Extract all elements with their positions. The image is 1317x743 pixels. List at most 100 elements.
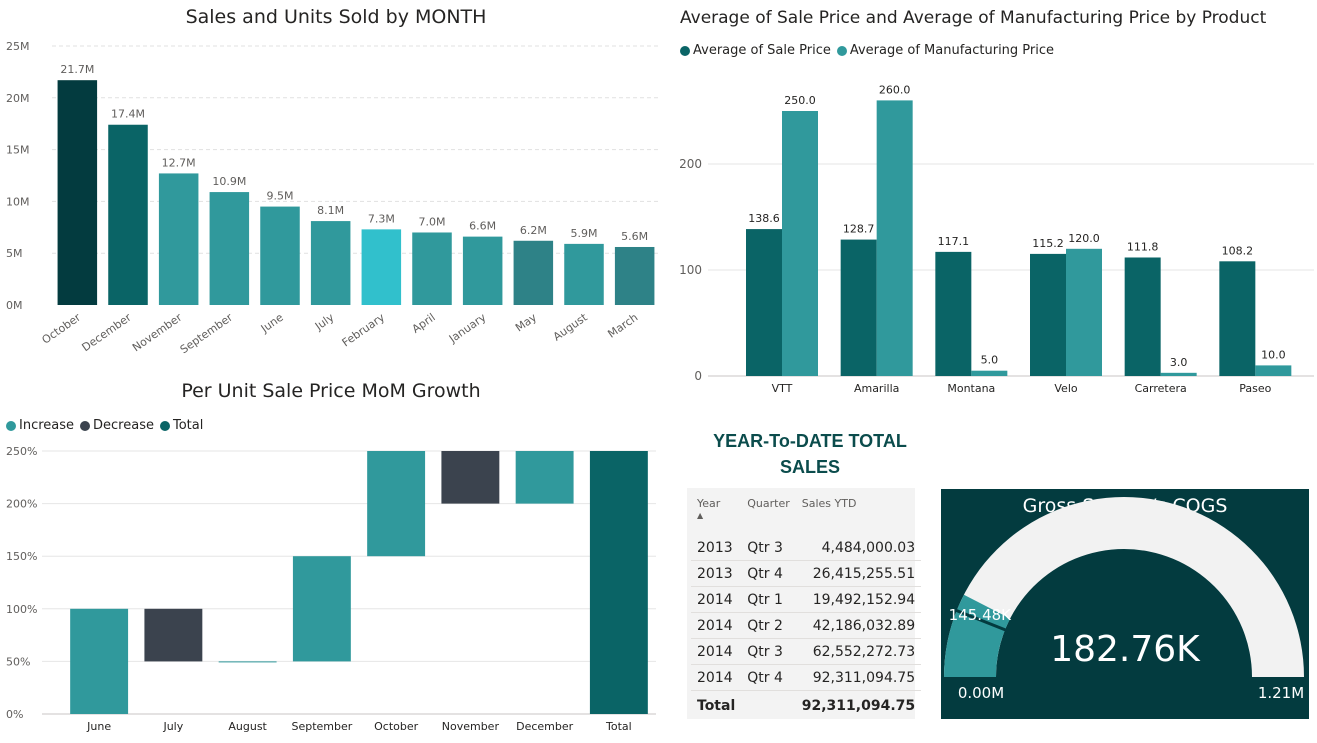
cell-sales: 42,186,032.89 (795, 612, 922, 639)
waterfall-bar (441, 451, 500, 504)
y-tick-label: 50% (6, 655, 30, 668)
sales-bar-chart-svg: 0M 5M 10M 15M 20M 25M 21.7M October 17.4M Decembe… (6, 40, 660, 357)
sort-ascending-icon[interactable]: ▲ (697, 511, 704, 520)
x-tick-label: December (516, 720, 574, 733)
x-tick-label: September (178, 311, 236, 357)
data-label: 138.6 (748, 212, 780, 225)
x-tick-label: September (291, 720, 352, 733)
table-total-row: Total 92,311,094.75 (691, 691, 921, 722)
x-tick-label: VTT (772, 382, 793, 395)
y-tick-label: 150% (6, 550, 37, 563)
x-tick-label: April (410, 311, 438, 336)
column-header-year[interactable]: Year ▲ (691, 488, 741, 535)
chart-title: Per Unit Sale Price MoM Growth (181, 380, 481, 402)
legend-item[interactable]: Average of Manufacturing Price (836, 43, 1055, 58)
table-row: 2014 Qtr 4 92,311,094.75 (691, 664, 922, 691)
table-row: 2014 Qtr 3 62,552,272.73 (691, 638, 922, 665)
cell-year: 2014 (691, 638, 742, 665)
gauge-min-label: 0.00M (958, 684, 1004, 702)
waterfall-bar (70, 608, 129, 714)
data-label: 12.7M (162, 156, 196, 169)
data-label: 8.1M (317, 204, 344, 217)
bar (260, 206, 300, 305)
bar-sale-price (840, 239, 877, 376)
cell-year: 2013 (691, 560, 742, 587)
legend-item[interactable]: Increase (6, 418, 74, 433)
bar (310, 221, 351, 305)
cell-sales: 19,492,152.94 (795, 586, 922, 613)
x-tick-label: March (605, 311, 640, 341)
total-quarter-empty (741, 691, 796, 722)
bar-manufacturing-price (876, 100, 913, 377)
x-tick-label: August (228, 720, 267, 733)
data-label: 250.0 (784, 94, 816, 107)
bar (57, 80, 98, 305)
legend-item[interactable]: Total (159, 418, 203, 433)
x-tick-label: Carretera (1135, 382, 1187, 395)
bar (564, 243, 604, 305)
x-tick-label: October (40, 311, 84, 347)
waterfall-bar (367, 451, 426, 557)
cell-quarter: Qtr 4 (741, 664, 796, 691)
y-tick-label: 25M (6, 40, 30, 53)
cell-sales: 92,311,094.75 (795, 664, 922, 691)
gauge-target-marker (954, 608, 1008, 632)
x-tick-label: July (162, 720, 183, 733)
waterfall-bar (218, 661, 277, 663)
legend-item[interactable]: Decrease (80, 418, 154, 433)
data-label: 260.0 (879, 83, 911, 96)
data-label: 108.2 (1222, 244, 1254, 257)
y-tick-label: 0% (6, 708, 23, 721)
legend-label: Average of Manufacturing Price (849, 43, 1055, 58)
cell-year: 2014 (691, 664, 742, 691)
bar-manufacturing-price (1255, 365, 1292, 376)
chart-title: Average of Sale Price and Average of Man… (680, 8, 1267, 28)
data-label: 9.5M (267, 190, 294, 203)
data-label: 7.0M (419, 215, 446, 228)
total-label: Total (697, 698, 736, 714)
cell-quarter: Qtr 3 (741, 535, 796, 561)
cell-year: 2014 (691, 612, 742, 639)
bar-manufacturing-price (971, 370, 1008, 376)
table-row: 2014 Qtr 1 19,492,152.94 (691, 586, 922, 613)
gauge-max-label: 1.21M (1258, 684, 1304, 702)
bar (158, 173, 199, 305)
data-label: 17.4M (111, 108, 145, 121)
legend-dot (680, 45, 690, 56)
data-label: 6.6M (469, 220, 496, 233)
y-tick-label: 250% (6, 445, 37, 458)
gauge-track (944, 497, 1304, 677)
y-tick-label: 0 (694, 369, 702, 383)
cell-quarter: Qtr 1 (741, 586, 796, 613)
x-tick-label: November (130, 311, 185, 355)
x-tick-label: December (80, 311, 135, 355)
x-tick-label: May (513, 311, 539, 335)
column-header-quarter[interactable]: Quarter (747, 497, 790, 510)
cell-sales: 4,484,000.03 (795, 535, 922, 561)
bar (209, 192, 250, 305)
gauge-value-label: 182.76K (1050, 629, 1201, 670)
y-tick-label: 0M (6, 299, 23, 312)
gauge-svg: 182.76K 0.00M 1.21M 145.48K (944, 497, 1304, 702)
x-tick-label: July (312, 311, 337, 334)
bar (513, 240, 554, 305)
bar-manufacturing-price (1160, 372, 1197, 376)
cell-sales: 26,415,255.51 (795, 560, 922, 587)
x-tick-label: Velo (1054, 382, 1077, 395)
data-label: 5.9M (571, 227, 598, 240)
y-tick-label: 5M (6, 247, 23, 260)
y-tick-label: 100 (679, 263, 702, 277)
x-tick-label: August (551, 310, 591, 343)
y-tick-label: 10M (6, 195, 30, 208)
data-label: 10.9M (212, 175, 246, 188)
waterfall-bar (144, 608, 203, 662)
mom-growth-chart: Per Unit Sale Price MoM Growth Increase … (0, 378, 672, 743)
column-header-sales[interactable]: Sales YTD (801, 497, 857, 510)
total-value: 92,311,094.75 (801, 698, 916, 714)
data-label: 5.0 (981, 354, 999, 367)
data-label: 5.6M (621, 230, 648, 243)
cell-quarter: Qtr 3 (741, 638, 796, 665)
legend-item[interactable]: Average of Sale Price (680, 43, 831, 58)
y-tick-label: 200% (6, 498, 37, 511)
y-tick-label: 20M (6, 92, 30, 105)
